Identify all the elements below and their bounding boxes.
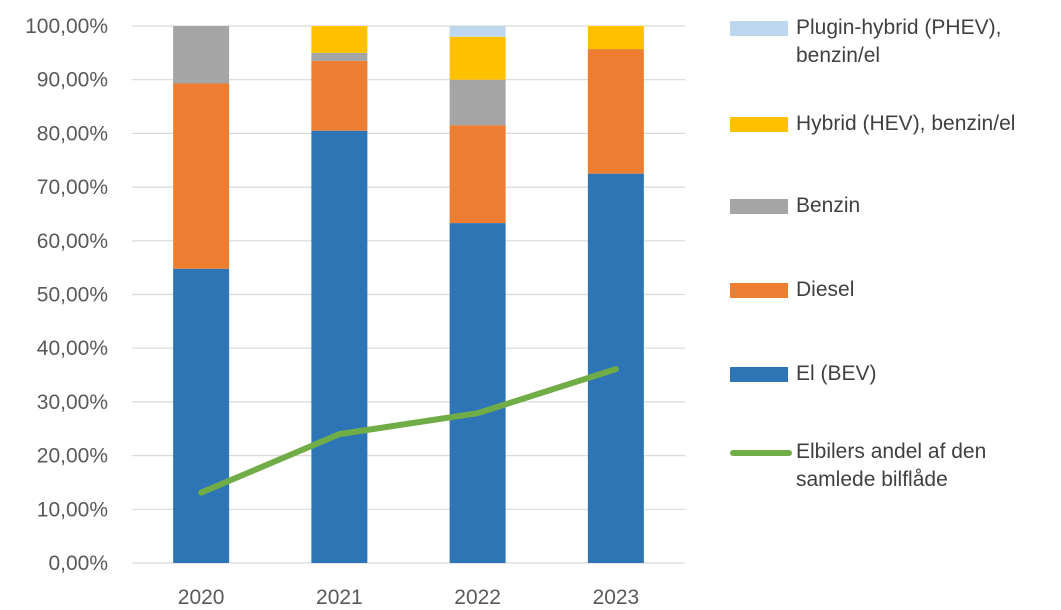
y-tick-label: 100,00% bbox=[25, 15, 108, 38]
legend-label: Hybrid (HEV), benzin/el bbox=[796, 110, 1015, 138]
legend-item: El (BEV) bbox=[730, 360, 877, 388]
bar-segment bbox=[173, 26, 230, 84]
bar-segment bbox=[587, 49, 644, 174]
legend-item: Hybrid (HEV), benzin/el bbox=[730, 110, 1015, 138]
x-tick-label: 2020 bbox=[178, 586, 225, 609]
legend-label-line: Benzin bbox=[796, 194, 861, 217]
legend-label: Diesel bbox=[796, 276, 854, 304]
x-tick-label: 2021 bbox=[316, 586, 363, 609]
bar-segment bbox=[173, 83, 230, 269]
bar-segment bbox=[587, 26, 644, 50]
y-tick-label: 40,00% bbox=[37, 337, 108, 360]
bar-segment bbox=[449, 36, 506, 80]
legend-label-line: benzin/el bbox=[796, 44, 881, 67]
legend-label-line: El (BEV) bbox=[796, 362, 877, 385]
legend-label-line: Hybrid (HEV), benzin/el bbox=[796, 112, 1016, 135]
bar-segment bbox=[449, 223, 506, 564]
legend-item: Diesel bbox=[730, 276, 854, 304]
legend-label: Benzin bbox=[796, 192, 860, 220]
legend-label-line: Diesel bbox=[796, 278, 855, 301]
bar-segment bbox=[173, 268, 230, 563]
legend-color-swatch bbox=[730, 367, 788, 382]
x-tick-label: 2023 bbox=[593, 586, 640, 609]
x-tick-label: 2022 bbox=[454, 586, 501, 609]
y-tick-label: 70,00% bbox=[37, 176, 108, 199]
ev-share-polyline bbox=[198, 366, 619, 496]
ev-share-line bbox=[198, 366, 619, 496]
legend-label: El (BEV) bbox=[796, 360, 877, 388]
y-tick-label: 90,00% bbox=[37, 69, 108, 92]
legend-label-line: Plugin-hybrid (PHEV), bbox=[796, 16, 1002, 39]
legend-label-line: Elbilers andel af den bbox=[796, 440, 987, 463]
y-tick-label: 10,00% bbox=[37, 498, 108, 521]
x-axis-ticks: 2020 2021 2022 2023 bbox=[178, 586, 639, 609]
y-tick-label: 50,00% bbox=[37, 284, 108, 307]
y-tick-label: 30,00% bbox=[37, 391, 108, 414]
y-tick-label: 80,00% bbox=[37, 122, 108, 145]
legend-item: Plugin-hybrid (PHEV), benzin/el bbox=[730, 14, 1001, 70]
bar-segment bbox=[311, 52, 368, 61]
legend-item: Elbilers andel af den samlede bilflåde bbox=[730, 438, 986, 494]
legend-label: Elbilers andel af den samlede bilflåde bbox=[796, 438, 986, 494]
legend-line-swatch bbox=[730, 450, 792, 456]
legend-color-swatch bbox=[730, 283, 788, 298]
y-tick-label: 0,00% bbox=[48, 552, 108, 575]
legend-item: Benzin bbox=[730, 192, 860, 220]
y-tick-label: 60,00% bbox=[37, 230, 108, 253]
legend-color-swatch bbox=[730, 21, 788, 36]
bar-segment bbox=[311, 26, 368, 53]
bars bbox=[173, 26, 644, 564]
legend-label-line: samlede bilflåde bbox=[796, 468, 948, 491]
legend-label: Plugin-hybrid (PHEV), benzin/el bbox=[796, 14, 1001, 70]
legend-color-swatch bbox=[730, 117, 788, 132]
bar-segment bbox=[311, 130, 368, 563]
legend-color-swatch bbox=[730, 199, 788, 214]
y-axis-ticks: 0,00% 10,00% 20,00% 30,00% 40,00% 50,00% 60,00… bbox=[25, 15, 108, 575]
bar-segment bbox=[311, 60, 368, 131]
bar-segment bbox=[449, 125, 506, 224]
bar-segment bbox=[449, 79, 506, 126]
y-tick-label: 20,00% bbox=[37, 445, 108, 468]
bar-segment bbox=[449, 26, 506, 37]
